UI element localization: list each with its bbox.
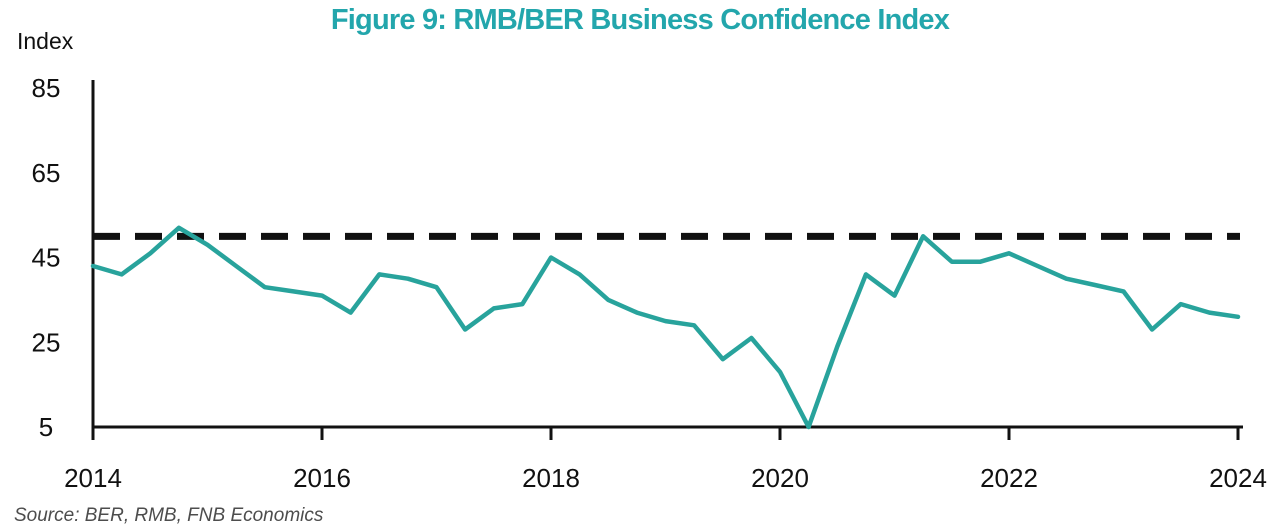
x-tick-label: 2016 [293, 463, 351, 493]
source-note: Source: BER, RMB, FNB Economics [14, 505, 324, 526]
y-tick-label: 25 [32, 327, 61, 357]
bci-series-line [90, 225, 1241, 430]
x-tick-label: 2018 [522, 463, 580, 493]
y-tick-label: 45 [32, 243, 61, 273]
x-tick-label: 2022 [980, 463, 1038, 493]
x-tick-label: 2020 [751, 463, 809, 493]
figure-title: Figure 9: RMB/BER Business Confidence In… [330, 4, 950, 36]
x-tick-label: 2014 [64, 463, 122, 493]
x-tick-label: 2024 [1209, 463, 1267, 493]
y-tick-label: 5 [39, 412, 53, 442]
y-tick-label: 85 [32, 73, 61, 103]
y-tick-label: 65 [32, 158, 61, 188]
y-axis-title: Index [17, 28, 74, 54]
